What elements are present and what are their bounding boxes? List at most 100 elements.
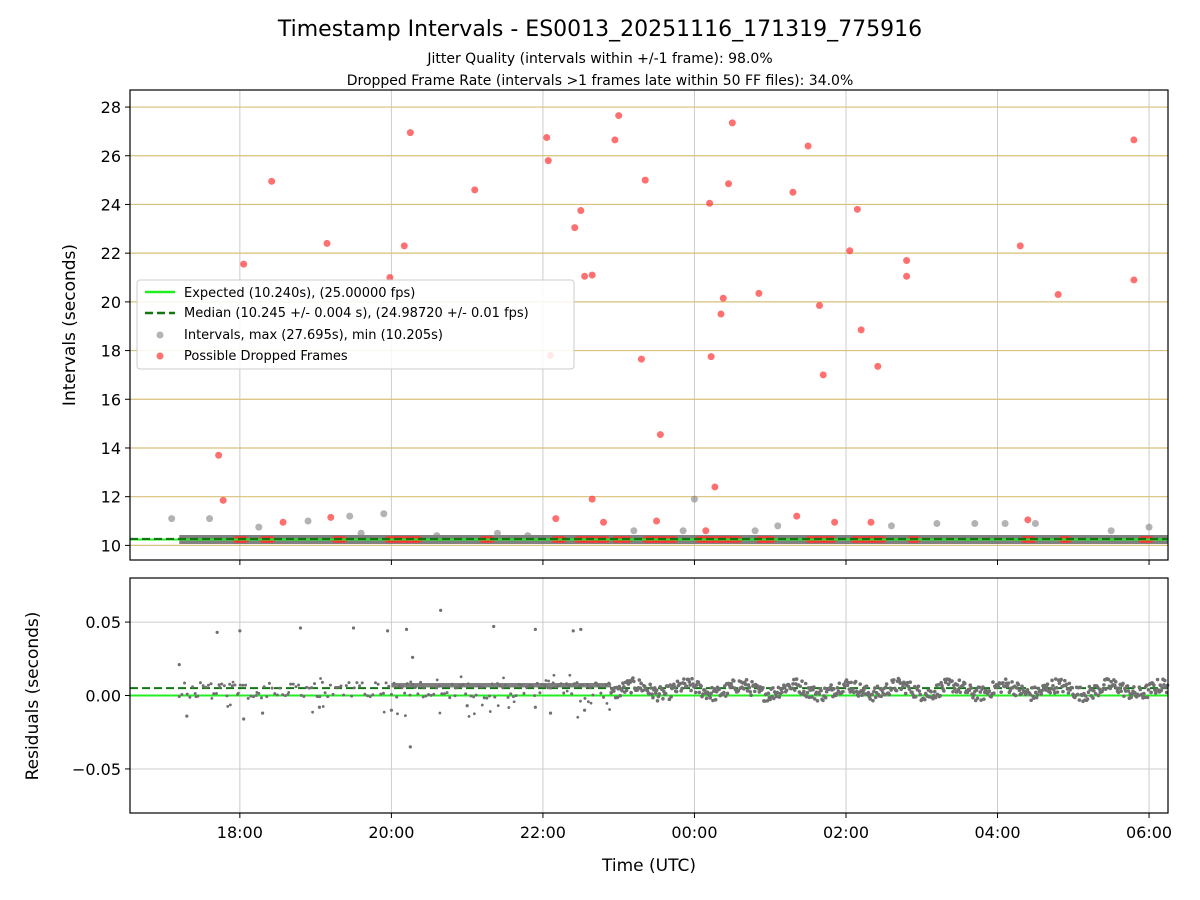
residual-point bbox=[299, 693, 303, 697]
residual-outlier-point bbox=[439, 608, 443, 612]
dropped-frame-point bbox=[653, 517, 661, 525]
residual-point bbox=[342, 693, 346, 697]
dropped-frame-point bbox=[702, 527, 710, 535]
dropped-frame-point bbox=[215, 451, 223, 459]
residual-point bbox=[632, 679, 636, 684]
residual-point bbox=[1152, 683, 1156, 688]
dropped-frame-point bbox=[755, 289, 763, 297]
residual-point bbox=[682, 681, 687, 686]
residual-point bbox=[648, 682, 653, 687]
residual-point bbox=[355, 681, 359, 685]
residual-point bbox=[922, 697, 927, 702]
x-tick-label: 22:00 bbox=[520, 823, 566, 842]
residual-point bbox=[326, 695, 330, 699]
residual-point bbox=[177, 695, 181, 699]
residual-point bbox=[649, 686, 653, 690]
residual-outlier-point bbox=[242, 717, 246, 721]
residual-point bbox=[1005, 684, 1010, 689]
residual-point bbox=[812, 697, 817, 701]
residual-point bbox=[421, 695, 425, 699]
residual-point bbox=[1044, 685, 1049, 690]
residual-point bbox=[746, 683, 751, 687]
residual-point bbox=[217, 683, 221, 687]
intervals-y-tick-label: 20 bbox=[101, 293, 121, 312]
residual-point bbox=[889, 688, 893, 692]
residual-point bbox=[198, 681, 202, 685]
residual-point bbox=[1162, 683, 1166, 687]
intervals-y-tick-label: 12 bbox=[101, 488, 121, 507]
residual-point bbox=[1130, 692, 1134, 696]
residual-point bbox=[851, 687, 855, 692]
residual-point bbox=[905, 680, 910, 685]
residual-point bbox=[844, 678, 849, 682]
intervals-y-tick-label: 18 bbox=[101, 342, 121, 361]
residual-point bbox=[363, 692, 367, 696]
residual-point bbox=[618, 693, 623, 698]
residual-point bbox=[1119, 689, 1123, 693]
dropped-frame-point bbox=[903, 272, 911, 280]
residual-point bbox=[956, 687, 961, 692]
residual-point bbox=[472, 712, 476, 716]
residual-point bbox=[302, 695, 306, 699]
legend-box bbox=[136, 279, 575, 370]
residual-point bbox=[373, 681, 377, 685]
residual-point bbox=[823, 695, 828, 700]
residual-point bbox=[212, 692, 216, 696]
residual-point bbox=[210, 696, 214, 700]
residual-point bbox=[1019, 691, 1023, 696]
residual-point bbox=[907, 687, 912, 691]
x-tick-label: 00:00 bbox=[671, 823, 717, 842]
residual-point bbox=[682, 677, 686, 681]
residual-point bbox=[777, 695, 782, 699]
residual-point bbox=[849, 680, 853, 685]
residual-point bbox=[819, 688, 823, 693]
residual-point bbox=[206, 683, 210, 687]
residual-point bbox=[1002, 684, 1007, 689]
residual-point bbox=[815, 699, 820, 703]
residual-point bbox=[771, 686, 775, 690]
residual-point bbox=[467, 714, 471, 718]
residual-point bbox=[974, 688, 979, 692]
residual-point bbox=[775, 690, 780, 695]
residual-point bbox=[201, 684, 205, 688]
residual-point bbox=[1010, 680, 1014, 684]
residual-point bbox=[776, 685, 781, 690]
residual-point bbox=[711, 698, 715, 703]
dropped-frame-point bbox=[707, 353, 715, 361]
intervals-x-ticks bbox=[239, 560, 1150, 565]
residual-point bbox=[691, 682, 695, 686]
residual-point bbox=[871, 698, 875, 703]
residual-point bbox=[1153, 691, 1158, 695]
residual-point bbox=[1030, 685, 1034, 690]
residual-point bbox=[702, 688, 707, 692]
residual-point bbox=[185, 692, 189, 696]
residual-point bbox=[514, 694, 518, 698]
residual-point bbox=[981, 685, 985, 689]
residual-point bbox=[544, 679, 548, 682]
residual-point bbox=[586, 700, 590, 704]
residual-point bbox=[913, 694, 918, 699]
residual-point bbox=[1078, 685, 1083, 690]
dropped-frame-point bbox=[728, 119, 736, 127]
residual-point bbox=[641, 688, 645, 693]
residual-point bbox=[860, 693, 864, 698]
residual-point bbox=[382, 710, 386, 714]
residual-point bbox=[188, 695, 192, 699]
residual-point bbox=[653, 691, 658, 695]
dropped-frame-point bbox=[588, 495, 596, 503]
residual-point bbox=[697, 690, 702, 695]
residual-point bbox=[747, 685, 752, 690]
residual-point bbox=[1158, 683, 1163, 687]
residual-point bbox=[469, 694, 473, 698]
dropped-frame-point bbox=[853, 205, 861, 213]
residual-point bbox=[1160, 686, 1164, 690]
residual-outlier-point bbox=[185, 714, 189, 718]
dropped-frame-point bbox=[552, 515, 560, 523]
dropped-frame-point bbox=[815, 302, 823, 310]
residual-point bbox=[294, 685, 298, 689]
residual-point bbox=[312, 682, 316, 686]
residual-point bbox=[672, 685, 677, 690]
residual-point bbox=[894, 688, 899, 693]
residual-outlier-point bbox=[298, 626, 303, 630]
chart-subtitle-jitter: Jitter Quality (intervals within +/-1 fr… bbox=[426, 51, 772, 67]
